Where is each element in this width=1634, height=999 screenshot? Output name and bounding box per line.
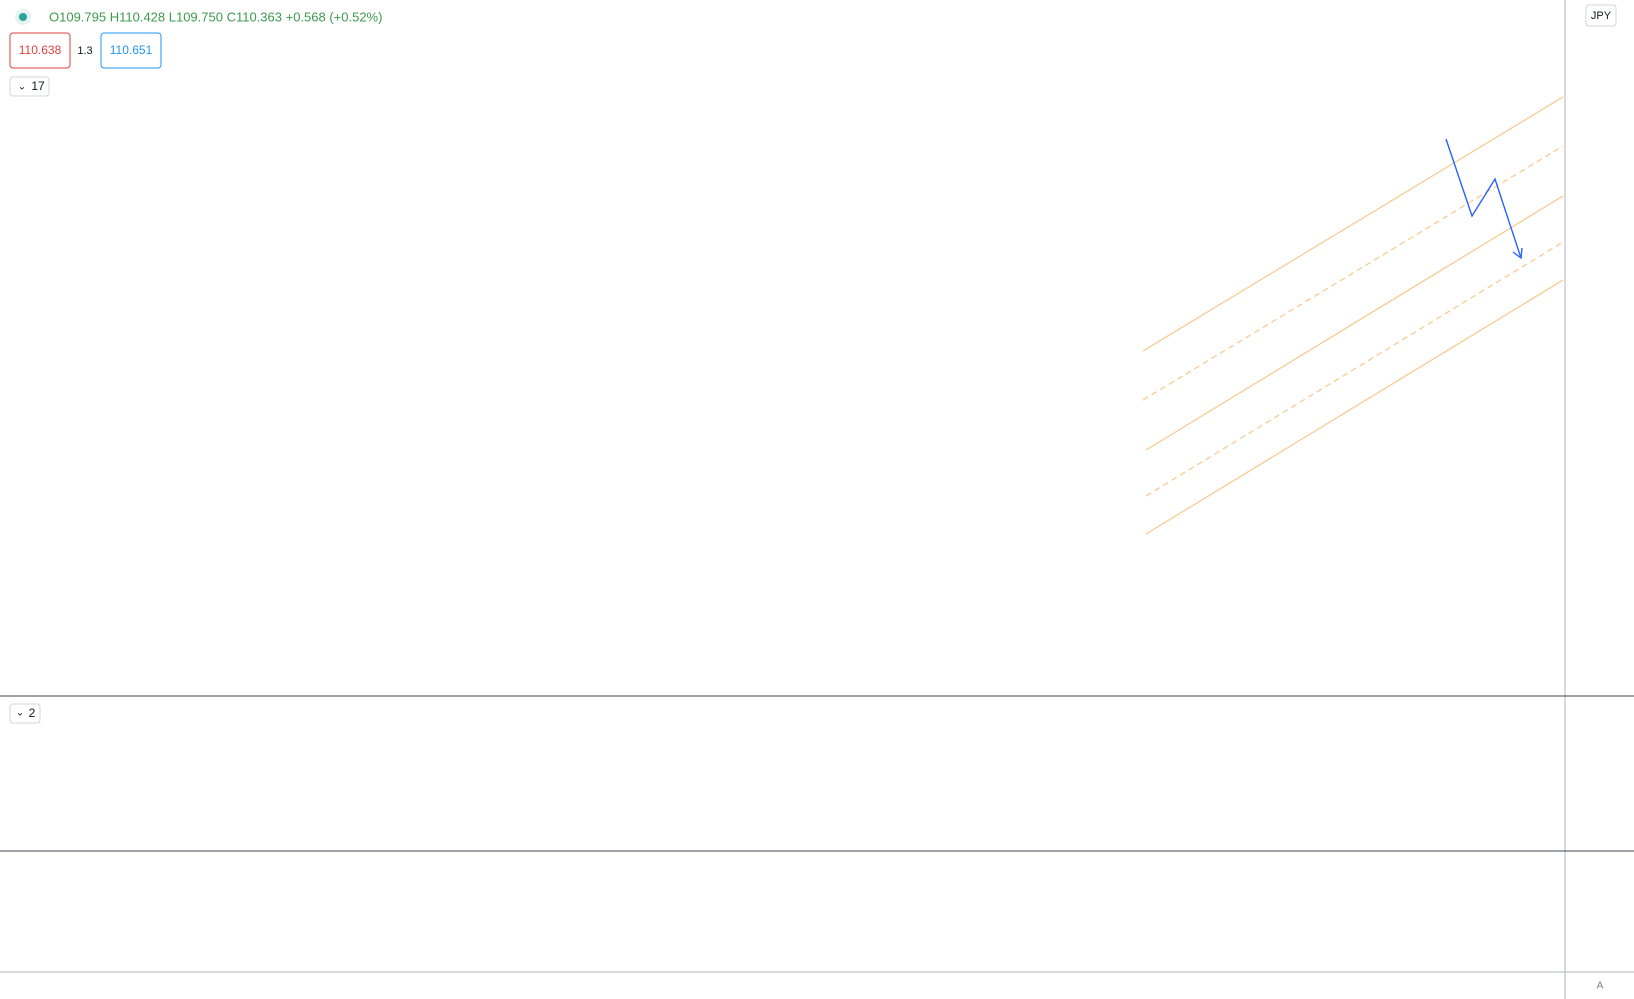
sell-button[interactable] xyxy=(9,32,71,69)
bid-price[interactable]: 110.638 xyxy=(19,43,62,57)
auto-scale[interactable]: A xyxy=(1597,981,1604,992)
currency-button[interactable] xyxy=(1585,4,1617,27)
currency[interactable]: JPY xyxy=(1591,10,1612,22)
collapse-indicators[interactable] xyxy=(9,76,50,97)
channel-line xyxy=(1142,145,1564,401)
status-dot xyxy=(19,13,27,21)
buy-button[interactable] xyxy=(100,32,162,69)
ohlc-legend: O109.795 H110.428 L109.750 C110.363 +0.5… xyxy=(49,9,382,24)
indicator-count[interactable]: 2 xyxy=(29,706,36,720)
chevron[interactable]: ⌄ xyxy=(18,82,26,93)
channel-line xyxy=(1145,241,1564,497)
ask-price[interactable]: 110.651 xyxy=(110,43,153,57)
collapse-indicators[interactable] xyxy=(9,703,41,724)
channel-line xyxy=(1145,279,1564,535)
projection-arrow xyxy=(1445,138,1522,259)
spread: 1.3 xyxy=(77,45,92,57)
arrow-head xyxy=(1512,247,1523,260)
channel-line xyxy=(1145,195,1564,451)
drawings xyxy=(1142,96,1564,535)
channel-line xyxy=(1142,96,1564,352)
indicator-count[interactable]: 17 xyxy=(31,79,45,93)
chevron[interactable]: ⌄ xyxy=(16,708,24,719)
